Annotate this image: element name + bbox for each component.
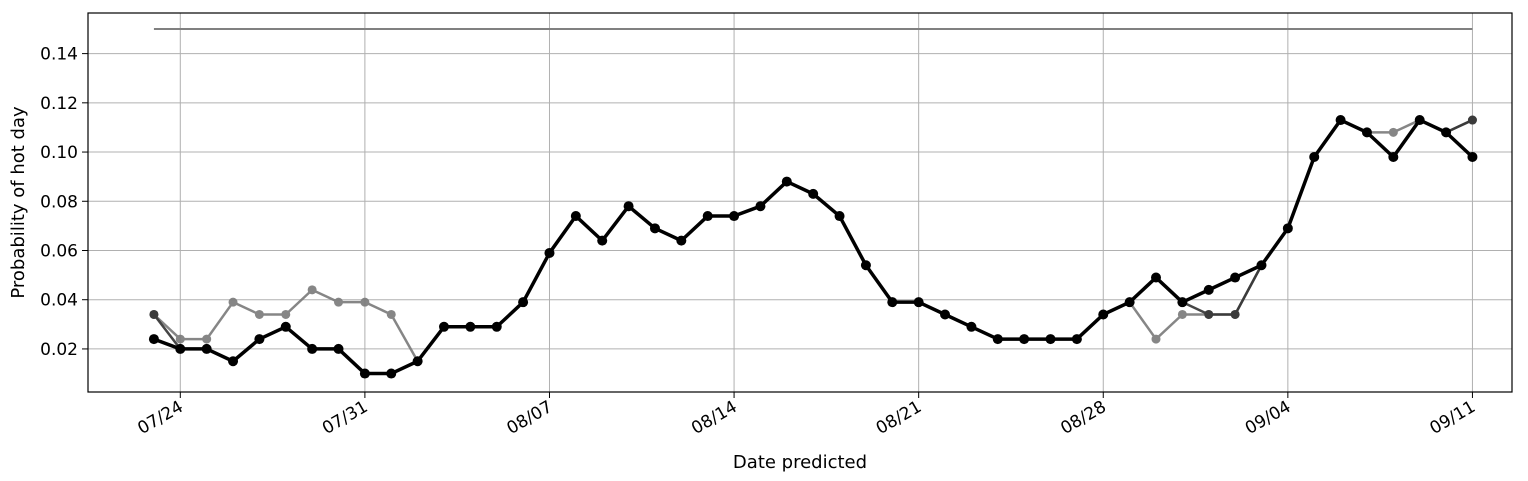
data-point	[860, 260, 871, 271]
data-point	[1230, 272, 1241, 283]
x-tick-label: 07/24	[134, 397, 186, 439]
data-point	[1256, 260, 1267, 271]
data-point	[834, 211, 845, 222]
data-point	[148, 334, 159, 345]
data-point	[518, 297, 529, 308]
data-point	[359, 368, 370, 379]
data-point	[386, 368, 397, 379]
data-point	[1309, 151, 1320, 162]
data-point	[228, 356, 239, 367]
y-tick-label: 0.10	[40, 143, 78, 163]
data-point	[1151, 272, 1161, 283]
data-point	[544, 247, 555, 258]
data-point	[913, 297, 924, 308]
x-tick-label: 08/28	[1057, 397, 1109, 439]
data-point	[386, 309, 396, 319]
data-point	[307, 285, 317, 295]
data-point	[1098, 309, 1109, 320]
data-point	[333, 343, 344, 354]
data-point	[1045, 334, 1056, 345]
data-point	[254, 334, 265, 345]
data-point	[649, 223, 660, 234]
plot-frame	[87, 12, 1513, 393]
data-point	[1335, 115, 1346, 126]
data-point	[202, 334, 212, 344]
series-line	[153, 118, 1474, 376]
x-tick-label: 08/07	[504, 397, 556, 439]
data-point	[570, 211, 581, 222]
data-point	[1388, 127, 1398, 137]
data-point	[281, 309, 291, 319]
x-tick-label: 08/14	[688, 397, 740, 439]
data-point	[1019, 334, 1030, 345]
data-point	[491, 321, 502, 332]
data-point	[228, 297, 238, 307]
y-tick-label: 0.02	[40, 340, 78, 360]
y-tick-label: 0.04	[40, 291, 78, 311]
data-point	[307, 343, 318, 354]
data-point	[729, 211, 740, 222]
data-point	[149, 309, 159, 319]
data-point	[1204, 309, 1214, 319]
data-point	[1282, 223, 1293, 234]
data-point	[412, 356, 423, 367]
data-point	[940, 309, 951, 320]
data-point	[1230, 309, 1240, 319]
data-point	[676, 235, 687, 246]
data-point	[439, 321, 449, 332]
data-point	[781, 176, 792, 187]
y-tick-label: 0.14	[40, 45, 78, 65]
data-point	[175, 334, 185, 344]
x-tick-label: 08/21	[873, 397, 925, 439]
series-2	[149, 115, 1477, 379]
data-point	[702, 211, 713, 222]
y-tick-label: 0.08	[40, 192, 78, 212]
x-axis-title: Date predicted	[733, 452, 867, 473]
data-point	[1361, 127, 1372, 138]
data-point	[887, 297, 898, 308]
data-point	[201, 343, 212, 354]
data-point	[175, 343, 186, 354]
y-tick-label: 0.12	[40, 94, 78, 114]
data-point	[280, 321, 291, 332]
data-point	[597, 235, 608, 246]
data-point	[808, 188, 819, 199]
data-point	[1203, 284, 1214, 295]
y-tick-label: 0.06	[40, 241, 78, 261]
data-point	[1124, 297, 1135, 308]
data-point	[623, 201, 634, 212]
data-point	[1467, 115, 1477, 125]
data-point	[360, 297, 370, 307]
series-layer	[148, 115, 1478, 379]
x-axis-ticks: 07/24 07/31 08/07 08/14 08/21 08/28 09/04 09/11	[134, 392, 1479, 439]
data-point	[1414, 115, 1425, 126]
data-point	[1177, 309, 1187, 319]
data-point	[465, 321, 476, 332]
grid-lines	[88, 13, 1512, 392]
data-point	[1441, 127, 1452, 138]
data-point	[755, 201, 766, 212]
y-axis-title: Probability of hot day	[8, 106, 29, 299]
data-point	[966, 321, 977, 332]
data-point	[992, 334, 1003, 345]
data-point	[254, 309, 264, 319]
x-tick-label: 09/04	[1242, 397, 1294, 439]
data-point	[1177, 297, 1188, 308]
x-tick-label: 07/31	[319, 397, 371, 439]
series-line	[153, 118, 1473, 363]
y-axis-ticks: 0.02 0.04 0.06 0.08 0.10 0.12 0.14	[40, 45, 88, 360]
data-point	[1467, 151, 1478, 162]
data-point	[1071, 334, 1082, 345]
data-point	[334, 297, 344, 307]
series-3	[148, 115, 1478, 379]
x-tick-label: 09/11	[1427, 397, 1479, 439]
data-point	[1388, 151, 1399, 162]
data-point	[1151, 334, 1161, 344]
